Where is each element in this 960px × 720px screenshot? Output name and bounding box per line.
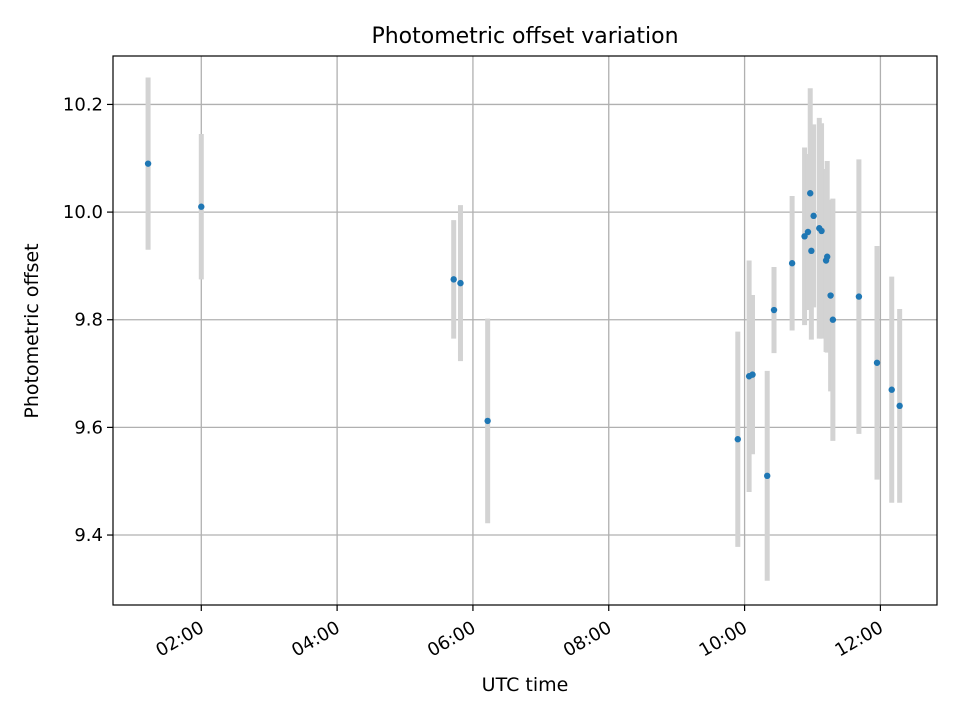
- data-point: [818, 227, 825, 235]
- data-point: [827, 292, 834, 299]
- data-point: [824, 253, 831, 260]
- data-point: [450, 276, 457, 283]
- y-tick-label: 10.0: [63, 202, 103, 223]
- data-point: [810, 212, 817, 220]
- data-points: [144, 160, 903, 480]
- data-point: [855, 293, 863, 300]
- data-point: [873, 359, 881, 366]
- data-point: [896, 402, 903, 410]
- data-point: [788, 260, 796, 267]
- y-tick-label: 9.8: [74, 310, 103, 331]
- grid: [113, 56, 937, 605]
- y-tick-label: 9.4: [74, 525, 103, 546]
- x-axis-label: UTC time: [482, 674, 569, 696]
- data-point: [888, 386, 895, 393]
- data-point: [808, 247, 815, 255]
- data-point: [804, 228, 812, 236]
- data-point: [457, 279, 464, 287]
- data-point: [484, 417, 491, 425]
- data-point: [801, 233, 808, 240]
- data-point: [198, 203, 205, 210]
- y-tick-label: 9.6: [74, 417, 103, 438]
- plot-frame: [112, 55, 938, 606]
- y-axis-label: Photometric offset: [21, 243, 43, 418]
- data-point: [749, 371, 756, 378]
- data-point: [764, 472, 771, 480]
- data-point: [829, 316, 837, 323]
- data-point: [144, 160, 152, 167]
- y-tick-label: 10.2: [63, 94, 103, 115]
- data-point: [770, 306, 778, 314]
- data-point: [807, 190, 814, 197]
- chart-title: Photometric offset variation: [371, 24, 678, 49]
- data-point: [734, 436, 741, 443]
